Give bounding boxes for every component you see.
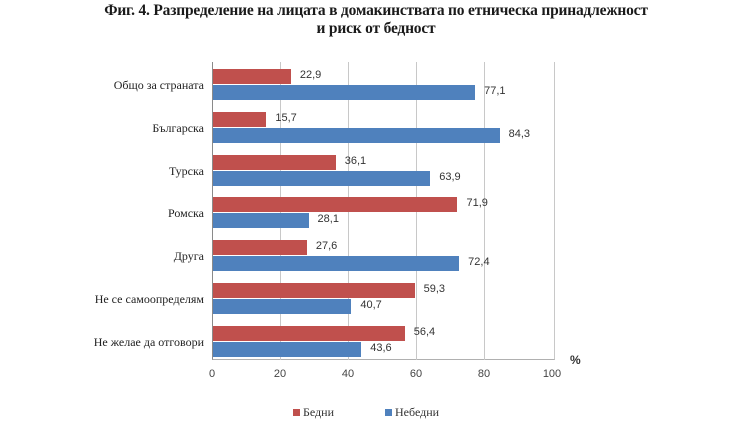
x-tick-label: 100 bbox=[542, 368, 562, 380]
chart-title-line-1: Фиг. 4. Разпределение на лицата в домаки… bbox=[104, 2, 648, 19]
category-label: Ромска bbox=[167, 206, 204, 221]
data-label: 27,6 bbox=[315, 240, 338, 253]
data-label: 28,1 bbox=[317, 213, 339, 226]
bar-poor bbox=[213, 154, 336, 170]
legend-swatch-nonpoor bbox=[385, 409, 392, 416]
data-label: 72,4 bbox=[468, 256, 490, 269]
bar-nonpoor bbox=[213, 127, 500, 143]
bar-nonpoor bbox=[213, 85, 476, 100]
legend-label-poor: Бедни bbox=[303, 405, 335, 419]
data-label: 84,3 bbox=[508, 127, 531, 140]
gridline bbox=[484, 62, 485, 360]
bar-poor bbox=[213, 69, 291, 84]
bar-poor bbox=[213, 325, 405, 341]
data-label: 22,9 bbox=[299, 69, 322, 81]
x-tick-label: 40 bbox=[341, 368, 355, 380]
bar-nonpoor bbox=[213, 213, 309, 229]
bar-nonpoor bbox=[213, 299, 352, 314]
data-label: 71,9 bbox=[466, 197, 488, 210]
category-label: Българска bbox=[152, 120, 204, 135]
bar-nonpoor bbox=[213, 170, 431, 186]
bar-poor bbox=[213, 197, 458, 213]
bar-nonpoor bbox=[213, 256, 460, 272]
x-axis-unit: % bbox=[570, 353, 581, 367]
bar-poor bbox=[213, 283, 415, 298]
plot-frame bbox=[212, 62, 555, 360]
legend-swatch-poor bbox=[293, 409, 300, 416]
data-label: 43,6 bbox=[370, 341, 392, 354]
legend-item-poor: Бедни bbox=[293, 405, 334, 420]
bar-poor bbox=[213, 240, 307, 256]
bar-poor bbox=[213, 111, 267, 127]
category-label: Друга bbox=[173, 249, 204, 264]
data-label: 59,3 bbox=[423, 283, 446, 295]
legend-item-nonpoor: Небедни bbox=[385, 405, 439, 420]
category-label: Общо за страната bbox=[113, 78, 204, 92]
x-tick-label: 80 bbox=[477, 368, 491, 380]
category-label: Турска bbox=[168, 163, 204, 178]
data-label: 40,7 bbox=[360, 299, 382, 311]
chart-title: Фиг. 4. Разпределение на лицата в домаки… bbox=[0, 2, 752, 38]
plot-area: 22,9 77,1 15,7 84,3 36,1 63,9 71,9 28,1 27,6 72,4… bbox=[212, 62, 555, 360]
chart-title-line-2: и риск от бедност bbox=[316, 20, 436, 37]
data-label: 36,1 bbox=[344, 154, 367, 167]
data-label: 77,1 bbox=[484, 85, 506, 97]
x-tick-label: 20 bbox=[273, 368, 287, 380]
bar-nonpoor bbox=[213, 341, 362, 357]
x-tick-label: 60 bbox=[409, 368, 423, 380]
x-tick-label: 0 bbox=[208, 368, 216, 380]
legend-label-nonpoor: Небедни bbox=[395, 405, 440, 419]
data-label: 15,7 bbox=[275, 111, 297, 124]
data-label: 63,9 bbox=[439, 170, 461, 183]
data-label: 56,4 bbox=[413, 325, 436, 338]
category-label: Не се самоопределям bbox=[94, 292, 204, 306]
category-label: Не желае да отговори bbox=[93, 334, 204, 349]
